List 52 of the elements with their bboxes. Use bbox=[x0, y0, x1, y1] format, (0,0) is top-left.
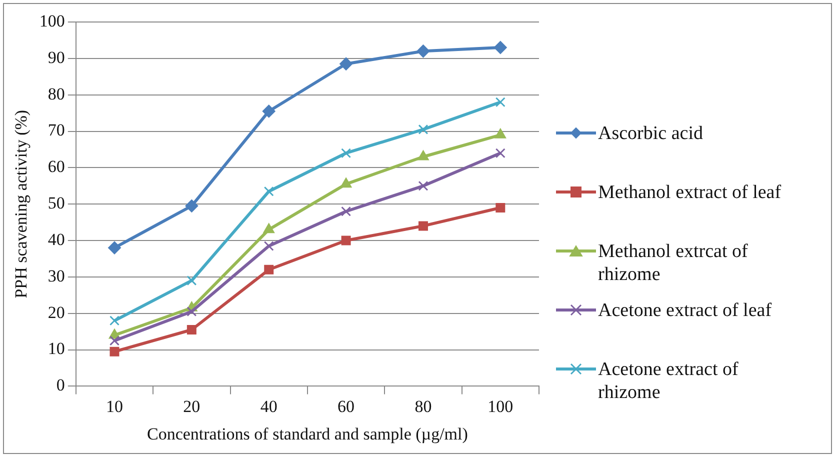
y-tick-label: 50 bbox=[48, 194, 65, 213]
point bbox=[262, 104, 276, 118]
x-tick-label: 10 bbox=[106, 396, 123, 416]
point bbox=[418, 221, 428, 231]
point bbox=[264, 240, 274, 251]
y-tick-label: 60 bbox=[48, 157, 65, 176]
point bbox=[416, 44, 430, 58]
point bbox=[341, 148, 352, 158]
legend-label: Methanol extract of leaf bbox=[598, 181, 782, 204]
y-tick-label: 80 bbox=[48, 84, 65, 104]
legend-label: Ascorbic acid bbox=[598, 122, 703, 145]
x-axis-title: Concentrations of standard and sample (µg/ml) bbox=[146, 424, 468, 444]
point bbox=[494, 128, 506, 138]
point bbox=[264, 264, 274, 274]
y-tick-label: 90 bbox=[48, 48, 65, 67]
point bbox=[496, 203, 506, 212]
x-tick-label: 100 bbox=[488, 396, 514, 416]
y-tick-label: 30 bbox=[48, 266, 65, 286]
x-tick-label: 60 bbox=[338, 396, 355, 416]
legend-label: Acetone extract of rhizome bbox=[598, 358, 740, 404]
point bbox=[263, 223, 275, 234]
x-tick-label: 80 bbox=[414, 396, 432, 416]
legend-label: Acetone extract of leaf bbox=[598, 299, 772, 322]
y-tick-label: 100 bbox=[39, 11, 65, 30]
x-tick-label: 40 bbox=[260, 396, 278, 416]
y-axis-title: PPH scavening activity (%) bbox=[12, 110, 31, 298]
point bbox=[186, 325, 196, 334]
point bbox=[186, 306, 197, 317]
y-tick-label: 70 bbox=[48, 120, 65, 140]
point bbox=[110, 336, 120, 346]
point bbox=[110, 346, 120, 356]
x-tick-label: 20 bbox=[183, 396, 200, 416]
y-tick-label: 20 bbox=[48, 302, 65, 322]
point bbox=[185, 199, 198, 212]
y-tick-label: 40 bbox=[48, 230, 65, 249]
point bbox=[418, 124, 428, 134]
point bbox=[108, 241, 121, 254]
point bbox=[341, 236, 351, 246]
y-tick-label: 0 bbox=[56, 376, 65, 395]
point bbox=[418, 150, 429, 160]
point bbox=[494, 40, 507, 54]
y-tick-label: 10 bbox=[48, 339, 65, 358]
point bbox=[418, 180, 428, 191]
point bbox=[495, 97, 506, 108]
legend-label: Methanol extrcat of rhizome bbox=[598, 240, 749, 286]
point bbox=[264, 186, 274, 196]
point bbox=[186, 276, 197, 286]
point bbox=[495, 148, 506, 158]
point bbox=[341, 206, 352, 216]
point bbox=[340, 178, 352, 188]
point bbox=[340, 57, 353, 70]
point bbox=[110, 316, 120, 326]
